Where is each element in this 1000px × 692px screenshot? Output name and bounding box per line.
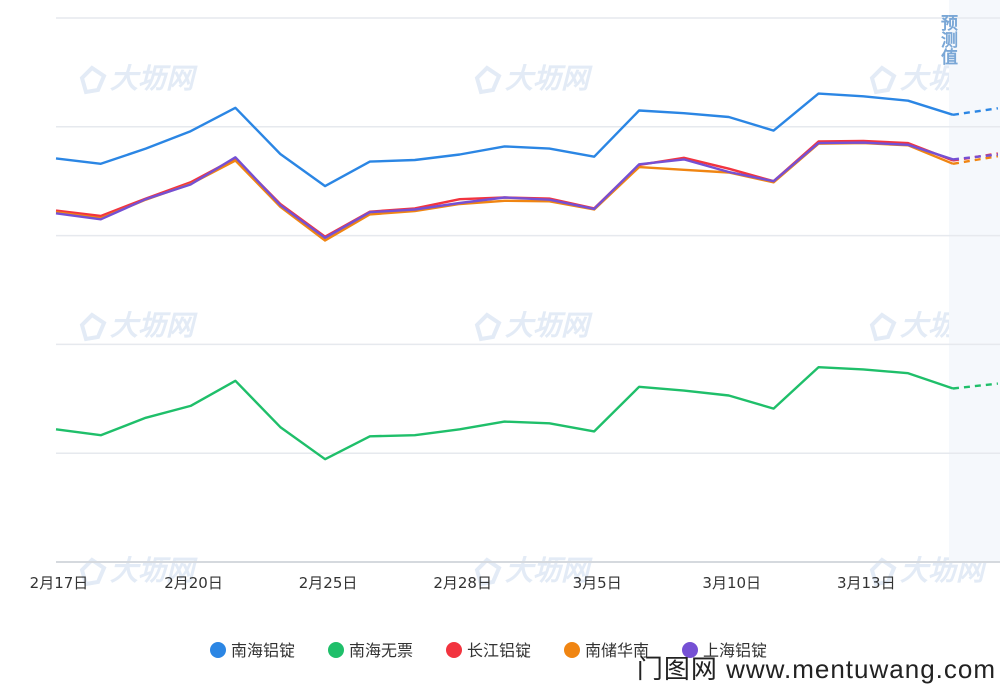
series-forecast-line-1 — [952, 382, 999, 390]
watermark-text-3: 大坜网 — [110, 309, 198, 342]
watermark-logo-4 — [474, 312, 502, 342]
x-axis-ticks: 2月17日 2月20日 2月25日 2月28日 3月5日 3月10日 3月13日 — [30, 574, 896, 592]
watermark-logo-1 — [474, 65, 502, 95]
legend-marker-0[interactable] — [210, 642, 226, 658]
series-forecast-line-3 — [952, 155, 999, 165]
legend-label-3[interactable]: 南储华南 — [585, 641, 649, 660]
watermark-logo-5 — [869, 312, 897, 342]
legend-marker-4[interactable] — [682, 642, 698, 658]
forecast-label: 预测值 — [937, 14, 958, 66]
watermark-logo-3 — [79, 312, 107, 342]
legend-marker-1[interactable] — [328, 642, 344, 658]
x-tick-label-2: 2月25日 — [299, 574, 358, 592]
legend-marker-3[interactable] — [564, 642, 580, 658]
watermark-text-0: 大坜网 — [110, 62, 198, 95]
series-line-4 — [55, 141, 954, 240]
watermark-text-6: 大坜网 — [110, 554, 198, 587]
x-tick-label-6: 3月13日 — [837, 574, 896, 592]
gridlines — [56, 17, 1000, 454]
watermark-text-4: 大坜网 — [505, 309, 593, 342]
series-line-3 — [55, 141, 954, 242]
watermark-logo-2 — [869, 65, 897, 95]
x-tick-label-3: 2月28日 — [433, 574, 492, 592]
legend-label-4[interactable]: 上海铝锭 — [703, 641, 767, 660]
x-tick-label-1: 2月20日 — [164, 574, 223, 592]
x-tick-label-5: 3月10日 — [702, 574, 761, 592]
series-line-2 — [55, 139, 954, 238]
series-line-1 — [55, 366, 954, 461]
series-line-0 — [55, 92, 954, 188]
legend-label-0[interactable]: 南海铝锭 — [231, 641, 295, 660]
legend-label-1[interactable]: 南海无票 — [349, 641, 413, 660]
series-forecast-line-4 — [952, 153, 999, 161]
legend-marker-2[interactable] — [446, 642, 462, 658]
watermark-text-7: 大坜网 — [505, 554, 593, 587]
series-lines — [55, 92, 999, 461]
x-tick-label-0: 2月17日 — [30, 574, 89, 592]
legend: 南海铝锭 南海无票 长江铝锭 南储华南 上海铝锭 — [210, 641, 767, 660]
footer-site-text: 门图网 www.mentuwang.com — [637, 654, 996, 684]
watermark-text-1: 大坜网 — [505, 62, 593, 95]
series-forecast-line-0 — [952, 107, 999, 116]
watermark-logo-0 — [79, 65, 107, 95]
legend-label-2[interactable]: 长江铝锭 — [467, 641, 531, 660]
x-tick-label-4: 3月5日 — [573, 574, 622, 592]
forecast-region — [949, 0, 1000, 562]
